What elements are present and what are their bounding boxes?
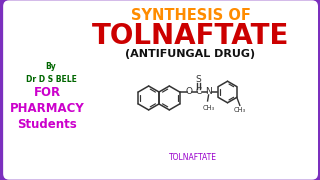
Text: N: N	[205, 87, 212, 96]
Text: (ANTIFUNGAL DRUG): (ANTIFUNGAL DRUG)	[125, 49, 256, 59]
Text: S: S	[196, 75, 202, 84]
Text: CH₃: CH₃	[234, 107, 246, 113]
Text: O: O	[185, 87, 192, 96]
Text: SYNTHESIS OF: SYNTHESIS OF	[131, 8, 251, 23]
Text: FOR
PHARMACY
Students: FOR PHARMACY Students	[10, 86, 84, 131]
Text: TOLNAFTATE: TOLNAFTATE	[169, 153, 217, 162]
Text: By
Dr D S BELE: By Dr D S BELE	[26, 62, 76, 84]
Text: CH₃: CH₃	[203, 105, 215, 111]
Text: C: C	[196, 87, 202, 96]
FancyBboxPatch shape	[3, 0, 318, 180]
Text: TOLNAFTATE: TOLNAFTATE	[92, 22, 289, 50]
